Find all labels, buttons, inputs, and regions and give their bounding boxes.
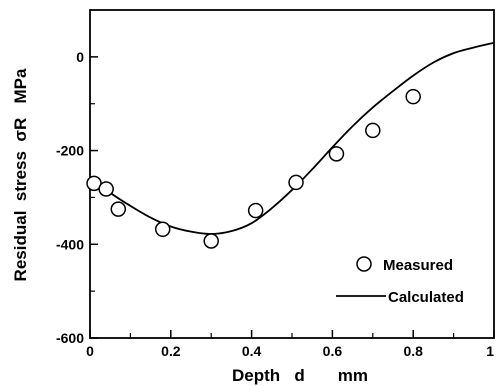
series-layer — [86, 41, 495, 249]
legend-label-calculated: Calculated — [388, 289, 464, 306]
measured-point — [405, 88, 421, 105]
legend-marker-measured — [356, 256, 372, 272]
measured-point — [328, 146, 345, 162]
x-tick-label: 0.8 — [403, 343, 423, 359]
x-tick-label: 0.4 — [242, 343, 262, 359]
y-tick-label: 0 — [76, 49, 84, 65]
x-tick-label: 0.2 — [161, 343, 181, 359]
x-axis-ticks: 0 0.2 0.4 0.6 0.8 1 — [86, 330, 495, 359]
measured-point — [203, 233, 219, 249]
y-tick-label: -200 — [56, 143, 84, 159]
measured-point — [247, 202, 264, 219]
x-tick-label: 1 — [486, 343, 494, 359]
measured-point — [98, 181, 114, 197]
measured-point — [365, 122, 381, 139]
legend: Measured Calculated — [336, 256, 464, 306]
x-tick-label: 0 — [86, 343, 94, 359]
measured-point — [288, 174, 304, 191]
measured-point — [154, 221, 171, 238]
measured-point — [110, 201, 127, 217]
y-axis-ticks: 0 -200 -400 -600 — [56, 49, 98, 346]
calculated-curve — [89, 41, 495, 235]
legend-label-measured: Measured — [383, 257, 453, 274]
y-axis-title: Residual stress σR MPa — [11, 68, 30, 281]
y-tick-label: -400 — [56, 236, 84, 252]
x-axis-title: Depth d mm — [232, 366, 368, 385]
x-tick-label: 0.6 — [323, 343, 343, 359]
y-tick-label: -600 — [56, 330, 84, 346]
